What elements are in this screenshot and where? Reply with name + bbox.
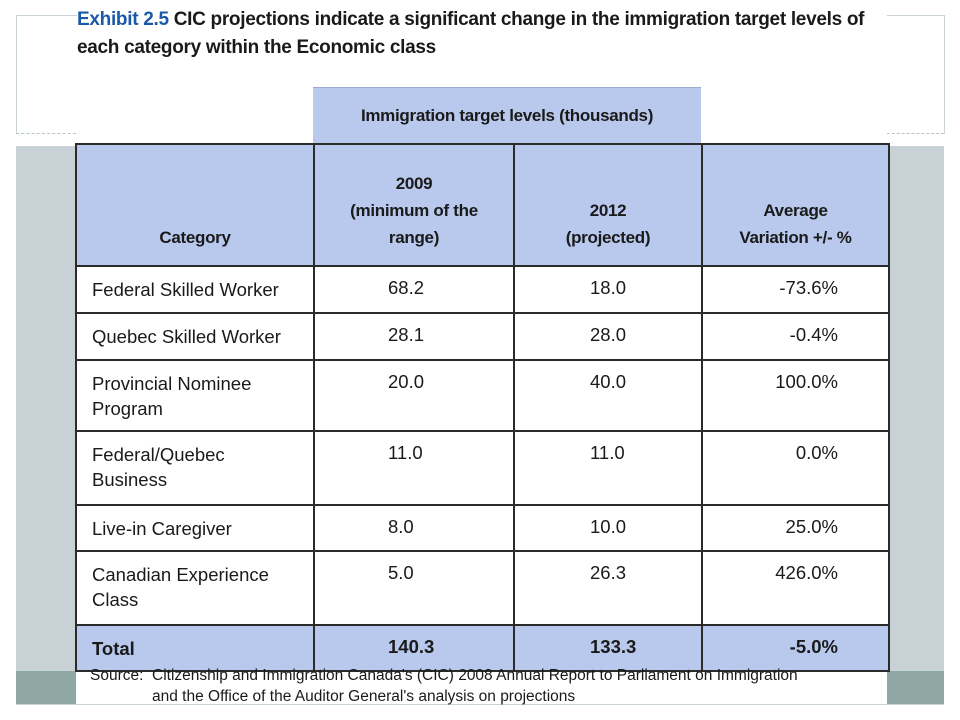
value-2009-cell: 20.0 [313,359,515,432]
total-variation: -5.0% [701,624,890,672]
slide-footer-block-right [887,671,944,704]
value-2012-cell: 40.0 [513,359,703,432]
table-row: Live-in Caregiver 8.0 10.0 25.0% [75,504,890,552]
slide-footer-block-left [16,671,76,704]
total-2012: 133.3 [513,624,703,672]
category-cell: Live-in Caregiver [75,504,315,552]
column-header-category: Category [75,143,315,267]
variation-cell: 0.0% [701,430,890,506]
value-2012-cell: 10.0 [513,504,703,552]
variation-cell: -0.4% [701,312,890,361]
variation-cell: 100.0% [701,359,890,432]
column-header-2012: 2012 (projected) [513,143,703,267]
exhibit-title: Exhibit 2.5 CIC projections indicate a s… [77,6,877,62]
exhibit-title-text: CIC projections indicate a significant c… [77,9,865,58]
slide-side-band-right [887,146,944,671]
slide-frame-left [16,15,77,134]
exhibit-label: Exhibit 2.5 [77,9,169,30]
table-header-row: Category 2009 (minimum of the range) 201… [75,143,890,267]
total-row: Total 140.3 133.3 -5.0% [75,624,890,672]
value-2009-cell: 8.0 [313,504,515,552]
variation-cell: 426.0% [701,550,890,626]
table-row: Federal Skilled Worker 68.2 18.0 -73.6% [75,265,890,314]
table-row: Federal/Quebec Business 11.0 11.0 0.0% [75,430,890,506]
category-cell: Federal/Quebec Business [75,430,315,506]
total-2009: 140.3 [313,624,515,672]
value-2012-cell: 11.0 [513,430,703,506]
value-2009-cell: 68.2 [313,265,515,314]
slide-divider-left [16,133,76,134]
group-header: Immigration target levels (thousands) [313,87,701,144]
slide-frame-right [887,15,945,134]
variation-cell: -73.6% [701,265,890,314]
value-2009-cell: 5.0 [313,550,515,626]
value-2012-cell: 18.0 [513,265,703,314]
source-text: Citizenship and Immigration Canada's (CI… [152,667,798,705]
slide-divider-right [887,133,944,134]
slide-bottom-rule [16,704,944,705]
table-row: Quebec Skilled Worker 28.1 28.0 -0.4% [75,312,890,361]
value-2012-cell: 26.3 [513,550,703,626]
variation-cell: 25.0% [701,504,890,552]
column-header-2009: 2009 (minimum of the range) [313,143,515,267]
category-cell: Canadian Experience Class [75,550,315,626]
column-header-variation: Average Variation +/- % [701,143,890,267]
immigration-table: Category 2009 (minimum of the range) 201… [75,143,890,672]
value-2012-cell: 28.0 [513,312,703,361]
category-cell: Federal Skilled Worker [75,265,315,314]
table-row: Provincial Nominee Program 20.0 40.0 100… [75,359,890,432]
total-label: Total [75,624,315,672]
source-label: Source: [90,667,144,684]
table-row: Canadian Experience Class 5.0 26.3 426.0… [75,550,890,626]
value-2009-cell: 11.0 [313,430,515,506]
category-cell: Quebec Skilled Worker [75,312,315,361]
slide-side-band-left [16,146,76,671]
value-2009-cell: 28.1 [313,312,515,361]
category-cell: Provincial Nominee Program [75,359,315,432]
